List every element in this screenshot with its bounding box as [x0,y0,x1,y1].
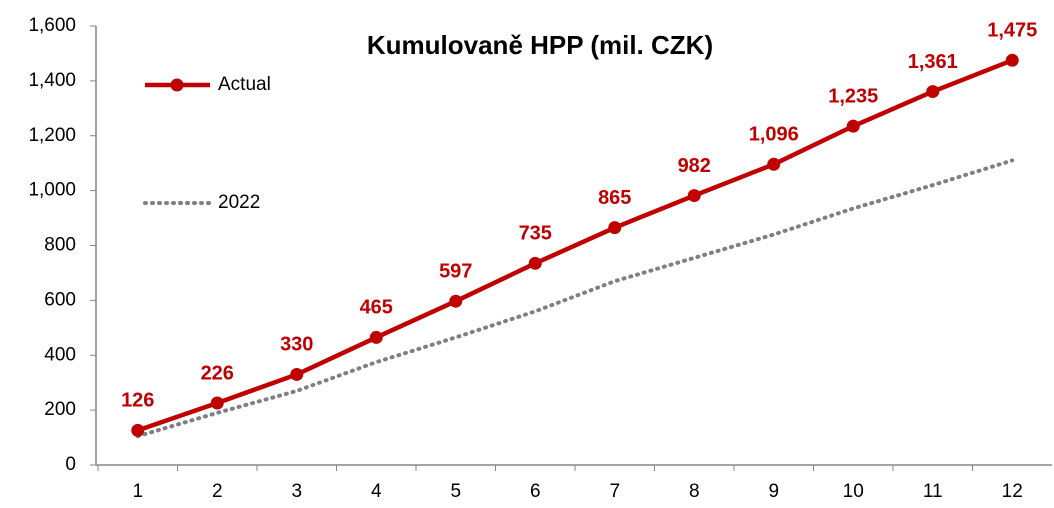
x-tick-label: 1 [132,481,143,502]
x-tick-label: 8 [689,481,700,502]
x-tick-label: 4 [371,481,382,502]
value-label: 1,235 [828,85,878,107]
value-label: 465 [360,297,393,319]
value-label: 1,475 [987,20,1037,42]
marker [926,85,940,99]
x-tick-label: 2 [212,481,223,502]
legend-label: 2022 [218,192,260,213]
legend-label: Actual [218,74,271,95]
legend-marker [170,78,184,92]
value-label: 1,361 [908,51,958,73]
marker [449,294,463,308]
value-label: 226 [201,362,234,384]
x-tick-label: 12 [1002,481,1023,502]
chart-title: Kumulovaně HPP (mil. CZK) [367,30,713,60]
x-tick-label: 7 [609,481,620,502]
x-tick-label: 3 [291,481,302,502]
y-tick-label: 1,200 [28,125,76,146]
x-tick-label: 5 [450,481,461,502]
x-tick-label: 10 [843,481,864,502]
series-line [135,158,1015,439]
marker [290,367,304,381]
marker [1005,53,1019,67]
y-tick-label: 400 [44,344,76,365]
value-label: 597 [439,260,472,282]
y-tick-label: 200 [44,399,76,420]
value-label: 1,096 [749,124,799,146]
marker [369,330,383,344]
marker [846,119,860,133]
marker [131,423,145,437]
y-tick-label: 0 [65,454,76,475]
marker [767,157,781,171]
y-tick-label: 1,000 [28,180,76,201]
y-tick-label: 1,400 [28,70,76,91]
x-tick-label: 11 [923,481,943,502]
marker [210,396,224,410]
marker [687,189,701,203]
y-tick-label: 1,600 [28,15,76,36]
marker [608,221,622,235]
series-line [137,58,1014,433]
value-label: 735 [519,223,552,245]
x-tick-label: 9 [768,481,779,502]
x-tick-label: 6 [530,481,541,502]
marker [528,256,542,270]
value-label: 126 [121,390,154,412]
value-label: 330 [280,334,313,356]
value-label: 865 [598,187,631,209]
value-label: 982 [678,155,711,177]
y-tick-label: 800 [44,235,76,256]
y-tick-label: 600 [44,289,76,310]
